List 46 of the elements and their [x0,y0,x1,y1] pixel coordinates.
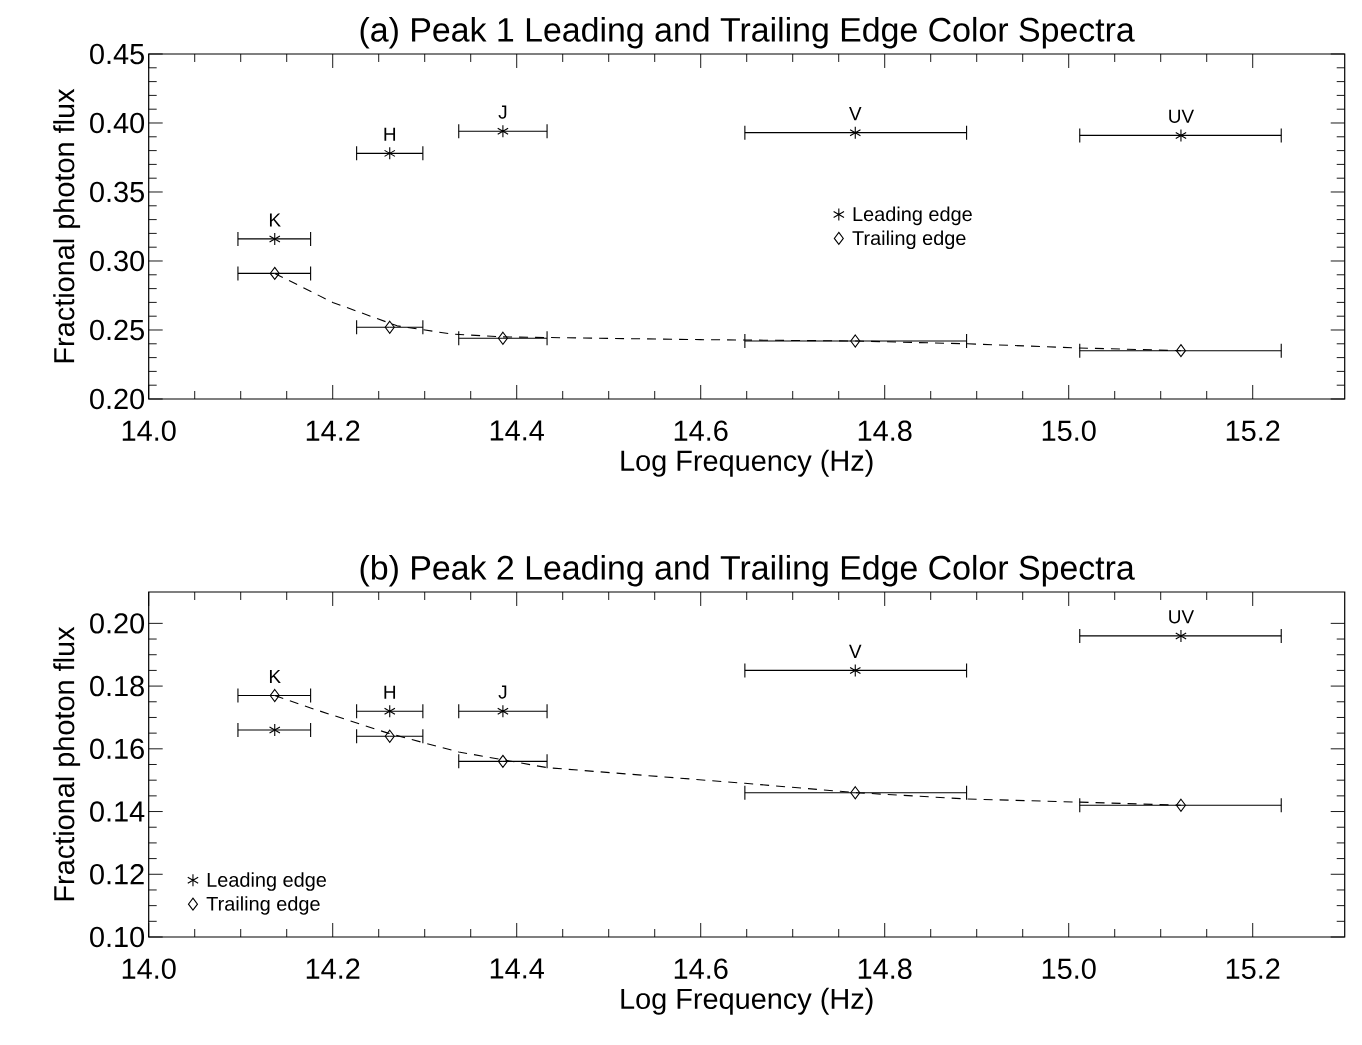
annotation: K [269,669,281,683]
x-tick-label: 15.2 [1226,958,1280,979]
x-tick-label: 14.2 [306,958,360,979]
annotation: UV [1169,109,1194,123]
annotation: J [498,685,507,699]
x-tick-label: 14.8 [858,958,912,979]
x-tick-label: 14.0 [122,420,176,441]
y-tick-label: 0.45 [90,43,144,65]
y-tick-label: 0.20 [90,613,145,634]
legend-label: Trailing edge [206,896,320,915]
x-tick-label: 14.4 [490,958,544,979]
x-tick-label: 14.6 [674,420,728,441]
x-tick-label: 14.4 [490,420,544,441]
x-tick-label: 14.6 [674,958,728,979]
annotation: UV [1169,610,1194,624]
annotation: H [384,127,396,141]
y-tick-label: 0.35 [90,181,144,203]
y-tick-label: 0.12 [90,864,144,885]
annotation: J [498,105,507,119]
y-tick-label: 0.20 [90,388,145,410]
legend-label: Leading edge [853,206,972,226]
y-axis-title: Fractional photon flux [53,626,81,901]
legend-label: Trailing edge [852,230,966,250]
y-tick-label: 0.25 [90,319,144,341]
y-tick-label: 0.10 [90,926,145,948]
x-tick-label: 15.0 [1042,958,1096,979]
y-tick-label: 0.16 [90,738,144,760]
x-tick-label: 14.8 [858,420,912,441]
x-tick-label: 14.2 [306,420,360,441]
x-tick-label: 15.0 [1042,420,1096,441]
x-axis-title: Log Frequency (Hz) [621,449,873,477]
chart-title: (b) Peak 2 Leading and Trailing Edge Color Spectra [360,554,1135,587]
x-axis-title: Log Frequency (Hz) [621,987,873,1015]
annotation: V [849,644,862,658]
y-tick-label: 0.30 [90,250,145,272]
y-axis-title: Fractional photon flux [53,88,81,363]
x-tick-label: 15.2 [1226,420,1280,441]
annotation: V [849,107,862,121]
annotation: K [269,213,281,227]
y-tick-label: 0.14 [90,801,145,822]
y-tick-label: 0.40 [90,112,145,134]
chart-title: (a) Peak 1 Leading and Trailing Edge Color Spectra [360,16,1135,49]
y-tick-label: 0.18 [90,675,144,697]
annotation: H [384,685,396,699]
legend-label: Leading edge [207,872,326,891]
x-tick-label: 14.0 [122,958,176,979]
